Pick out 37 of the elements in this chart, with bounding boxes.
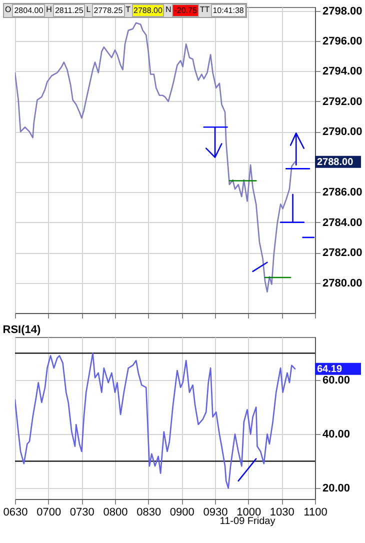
text: 11-09 Friday bbox=[220, 516, 276, 527]
text: O bbox=[4, 4, 12, 16]
annotation: L bbox=[85, 4, 92, 16]
x-tick-label: 0630 bbox=[3, 506, 28, 518]
y-tick-label: 2790.00 bbox=[322, 126, 362, 138]
text: 2788.00 bbox=[317, 156, 354, 168]
chart-title: RSI(14) bbox=[2, 324, 41, 336]
x-tick-label: 1030 bbox=[270, 506, 294, 518]
y-tick-label: 2796.00 bbox=[322, 36, 362, 48]
annotation: H bbox=[45, 4, 53, 16]
text: 64.19 bbox=[317, 364, 342, 375]
x-tick-label: 0900 bbox=[170, 506, 194, 518]
x-tick-label: 1100 bbox=[304, 506, 328, 518]
annotation: T bbox=[124, 4, 132, 16]
y-tick-label: 20.00 bbox=[322, 482, 350, 495]
y-tick-label: 2784.00 bbox=[322, 216, 362, 229]
y-tick-label: 40.00 bbox=[322, 428, 350, 441]
y-tick-label: 2782.00 bbox=[322, 247, 362, 260]
annotation: 2804.00 bbox=[12, 4, 46, 17]
annotation: N bbox=[164, 4, 172, 16]
y-tick-label: 2786.00 bbox=[322, 186, 362, 199]
annotation: 2778.25 bbox=[92, 4, 125, 17]
x-tick-label: 0830 bbox=[136, 506, 162, 518]
x-tick-label: 0930 bbox=[203, 506, 228, 518]
annotation: TT bbox=[198, 4, 211, 16]
y-tick-label: 2794.00 bbox=[322, 66, 362, 78]
annotation: 2811.25 bbox=[52, 4, 86, 17]
annotation: 2788.00 bbox=[132, 4, 164, 17]
y-tick-label: 60.00 bbox=[322, 374, 350, 387]
y-tick-label: 2792.00 bbox=[322, 96, 362, 108]
x-tick-label: 0730 bbox=[70, 506, 94, 518]
x-tick-label: 0800 bbox=[103, 506, 128, 518]
annotation: 10:41:38 bbox=[210, 4, 246, 17]
y-tick-label: 2780.00 bbox=[322, 277, 362, 290]
annotation: -20.75 bbox=[172, 4, 199, 17]
x-tick-label: 0700 bbox=[36, 506, 62, 518]
y-tick-label: 2798.00 bbox=[322, 5, 362, 18]
